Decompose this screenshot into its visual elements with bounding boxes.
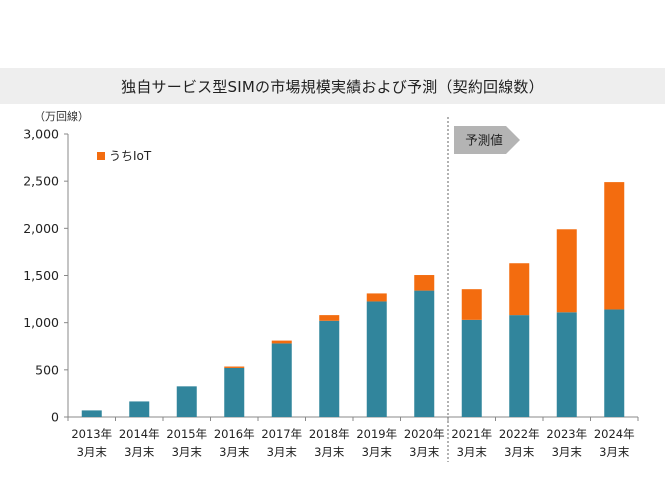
x-tick-label: 2022年 (499, 427, 540, 441)
y-tick-label: 1,500 (23, 268, 59, 283)
bar-base (319, 320, 340, 417)
bar-base (129, 401, 150, 417)
bar-iot (271, 340, 292, 344)
chart-title: 独自サービス型SIMの市場規模実績および予測（契約回線数） (121, 78, 544, 96)
bar-base (414, 290, 435, 417)
bar-iot (414, 275, 435, 291)
bar-base (366, 301, 387, 417)
y-tick-label: 500 (35, 362, 59, 377)
forecast-arrow (454, 126, 520, 154)
y-tick-label: 2,500 (23, 174, 59, 189)
bar-iot (461, 289, 482, 320)
y-tick-label: 1,000 (23, 315, 59, 330)
bar-base (556, 312, 577, 417)
bar-iot (509, 263, 530, 316)
x-tick-label: 2021年 (451, 427, 492, 441)
x-tick-label: 3月末 (599, 445, 630, 459)
bar-iot (366, 293, 387, 302)
x-tick-label: 3月末 (457, 445, 488, 459)
x-tick-label: 3月末 (267, 445, 298, 459)
x-tick-label: 2015年 (166, 427, 207, 441)
x-tick-label: 3月末 (219, 445, 250, 459)
x-tick-label: 3月末 (314, 445, 345, 459)
x-tick-label: 2017年 (261, 427, 302, 441)
bar-base (271, 343, 292, 417)
bar-base (224, 367, 245, 417)
legend-label-iot: うちIoT (109, 149, 152, 163)
y-axis-unit: （万回線） (34, 110, 89, 123)
x-tick-label: 2014年 (119, 427, 160, 441)
x-tick-label: 3月末 (504, 445, 535, 459)
y-tick-label: 2,000 (23, 221, 59, 236)
bar-base (604, 309, 625, 417)
x-tick-label: 2020年 (404, 427, 445, 441)
legend-swatch-iot (97, 152, 105, 160)
bar-iot (319, 315, 340, 321)
bar-base (176, 386, 197, 417)
forecast-label: 予測値 (465, 133, 503, 148)
x-tick-label: 2023年 (546, 427, 587, 441)
bar-base (461, 319, 482, 417)
x-tick-label: 2016年 (214, 427, 255, 441)
x-tick-label: 3月末 (409, 445, 440, 459)
x-tick-label: 2024年 (594, 427, 635, 441)
bar-iot (556, 229, 577, 313)
x-tick-label: 2019年 (356, 427, 397, 441)
x-tick-label: 3月末 (552, 445, 583, 459)
bar-base (81, 410, 102, 417)
x-tick-label: 2013年 (71, 427, 112, 441)
title-band (0, 68, 665, 104)
bar-iot (224, 366, 245, 368)
y-tick-label: 3,000 (23, 127, 59, 142)
x-tick-label: 2018年 (309, 427, 350, 441)
x-tick-label: 3月末 (124, 445, 155, 459)
bar-iot (604, 182, 625, 310)
x-tick-label: 3月末 (362, 445, 393, 459)
bar-base (509, 315, 530, 417)
x-tick-label: 3月末 (172, 445, 203, 459)
x-tick-label: 3月末 (77, 445, 108, 459)
y-tick-label: 0 (51, 410, 59, 425)
